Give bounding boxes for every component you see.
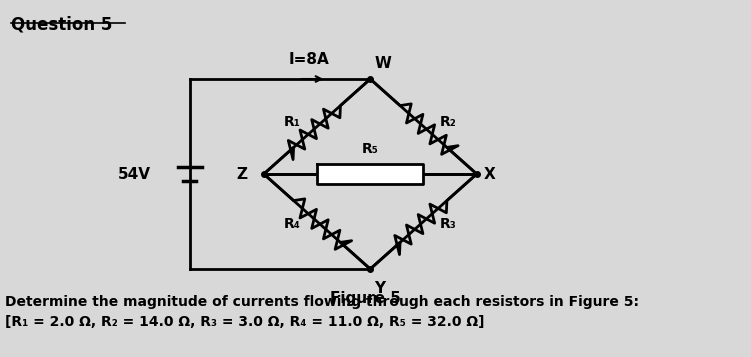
Text: [R₁ = 2.0 Ω, R₂ = 14.0 Ω, R₃ = 3.0 Ω, R₄ = 11.0 Ω, R₅ = 32.0 Ω]: [R₁ = 2.0 Ω, R₂ = 14.0 Ω, R₃ = 3.0 Ω, R₄…: [5, 315, 484, 329]
Text: Determine the magnitude of currents flowing through each resistors in Figure 5:: Determine the magnitude of currents flow…: [5, 295, 638, 309]
Text: R₁: R₁: [283, 115, 300, 129]
Text: R₅: R₅: [362, 142, 379, 156]
Text: W: W: [375, 56, 392, 71]
Text: Z: Z: [236, 166, 247, 181]
Text: 54V: 54V: [118, 166, 151, 181]
Text: I=8A: I=8A: [289, 52, 330, 67]
Text: Y: Y: [374, 281, 385, 296]
Text: R₂: R₂: [440, 115, 457, 129]
Text: Figure 5: Figure 5: [330, 291, 401, 306]
Text: Question 5: Question 5: [11, 15, 113, 33]
Text: R₄: R₄: [283, 216, 300, 231]
Text: R₃: R₃: [440, 216, 457, 231]
Polygon shape: [317, 164, 424, 184]
Text: X: X: [484, 166, 496, 181]
